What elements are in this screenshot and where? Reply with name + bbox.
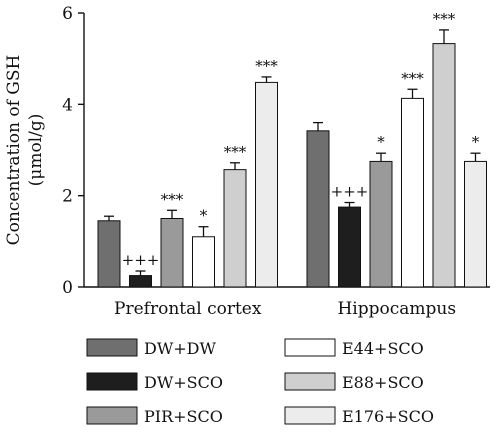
bar-dw-sco-hippocampus — [338, 206, 361, 288]
bar-e88-sco-prefrontal — [223, 169, 247, 288]
significance-label: *** — [161, 190, 184, 208]
legend-swatch — [284, 338, 336, 357]
y-axis: 0 2 4 6 — [62, 4, 85, 298]
significance-label: * — [377, 133, 385, 151]
y-axis-title-line2: (μmol/g) — [26, 114, 46, 187]
bar-e176-sco-prefrontal — [255, 81, 278, 288]
legend-swatch — [86, 406, 138, 425]
legend-label: E176+SCO — [342, 407, 434, 426]
bar-dw-dw-prefrontal — [97, 220, 121, 288]
y-tick-label: 0 — [62, 278, 73, 298]
significance-label: *** — [224, 143, 247, 161]
significance-label: * — [472, 133, 480, 151]
y-tick-label: 4 — [62, 95, 73, 115]
significance-label: *** — [401, 69, 424, 87]
bar-e176-sco-hippocampus — [464, 160, 487, 288]
bar-dw-sco-prefrontal — [129, 275, 152, 288]
y-axis-title-line1: Concentration of GSH — [4, 55, 24, 246]
y-tick-label: 2 — [62, 187, 73, 207]
legend-label: DW+SCO — [144, 373, 223, 392]
y-tick-label: 6 — [62, 4, 73, 24]
significance-label: *** — [255, 57, 278, 75]
bar-e88-sco-hippocampus — [432, 43, 456, 288]
bar-e44-sco-hippocampus — [401, 97, 424, 288]
legend-swatch — [86, 372, 138, 391]
significance-label: +++ — [331, 183, 369, 201]
legend-swatch — [86, 338, 138, 357]
group-labels: Prefrontal cortex Hippocampus — [114, 299, 456, 319]
y-axis-title: Concentration of GSH (μmol/g) — [4, 55, 46, 246]
bar-pir-sco-hippocampus — [369, 160, 393, 288]
legend-label: DW+DW — [144, 339, 217, 358]
bar-e44-sco-prefrontal — [192, 236, 215, 288]
significance-marks: ++++++****************** — [122, 10, 480, 269]
legend-label: E88+SCO — [342, 373, 424, 392]
legend-swatch — [284, 372, 336, 391]
significance-label: +++ — [122, 251, 160, 269]
bar-dw-dw-hippocampus — [306, 130, 330, 288]
significance-label: *** — [433, 10, 456, 28]
legend: DW+DW DW+SCO PIR+SCO E44+SCO E88+SCO E176+SCO — [86, 338, 434, 426]
group-label: Prefrontal cortex — [114, 299, 262, 319]
group-label: Hippocampus — [337, 299, 456, 319]
legend-swatch — [284, 406, 336, 425]
bars — [97, 29, 487, 288]
significance-label: * — [200, 207, 208, 225]
legend-label: PIR+SCO — [144, 407, 223, 426]
legend-label: E44+SCO — [342, 339, 424, 358]
bar-pir-sco-prefrontal — [160, 218, 184, 288]
